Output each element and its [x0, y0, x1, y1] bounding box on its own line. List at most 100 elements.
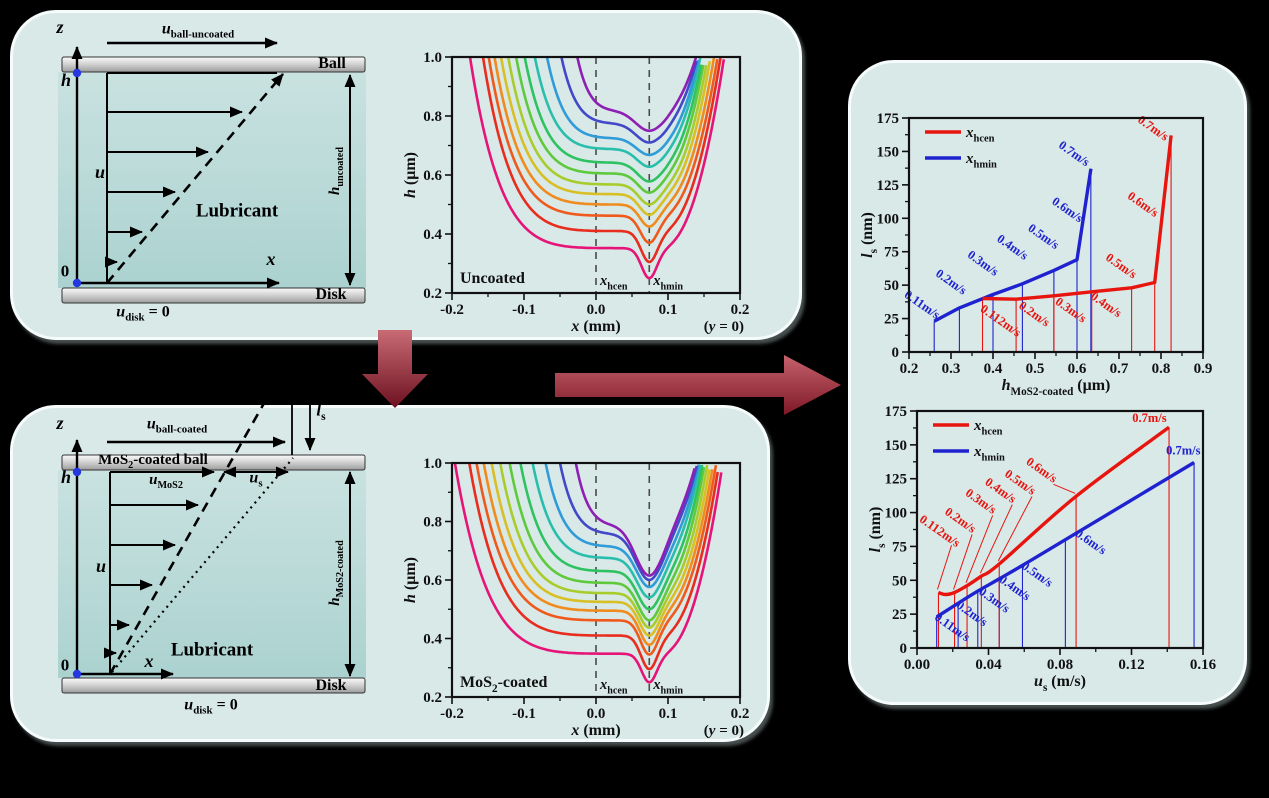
svg-text:0.5m/s: 0.5m/s — [1026, 221, 1062, 252]
svg-text:0.04: 0.04 — [975, 657, 1002, 673]
svg-text:75: 75 — [892, 539, 907, 555]
svg-text:(y = 0): (y = 0) — [704, 723, 744, 739]
svg-text:0.4: 0.4 — [984, 361, 1003, 377]
svg-text:0.7m/s: 0.7m/s — [1056, 138, 1092, 169]
svg-text:0.5m/s: 0.5m/s — [1103, 250, 1139, 281]
svg-text:0.5: 0.5 — [1026, 361, 1045, 377]
svg-text:100: 100 — [877, 211, 900, 227]
chart-film-profile-coated: -0.2 -0.1 0.0 0.1 0.2 0.2 0.4 0.6 0.8 1.0 x (mm) h … — [402, 456, 750, 739]
ball-label: Ball — [318, 55, 346, 72]
disk-label: Disk — [315, 677, 347, 694]
svg-text:75: 75 — [884, 245, 899, 261]
svg-text:0.7m/s: 0.7m/s — [1132, 411, 1167, 425]
svg-text:0.2m/s: 0.2m/s — [933, 266, 969, 297]
h-mos2-coated-label: hMoS2-coated — [326, 540, 346, 606]
svg-text:1.0: 1.0 — [423, 50, 442, 66]
u-ball-coated-label: uball-coated — [146, 415, 208, 436]
origin-label: 0 — [60, 261, 70, 281]
disk-bar — [61, 287, 366, 304]
extrapolated-profile-dotted — [111, 457, 294, 673]
svg-text:0.00: 0.00 — [904, 657, 930, 673]
svg-text:0.2: 0.2 — [423, 286, 442, 302]
svg-text:0.4: 0.4 — [423, 632, 442, 648]
svg-text:150: 150 — [877, 144, 900, 160]
svg-text:175: 175 — [877, 111, 900, 127]
svg-text:x (mm): x (mm) — [570, 318, 620, 335]
svg-text:-0.2: -0.2 — [440, 706, 464, 722]
svg-text:0.6m/s: 0.6m/s — [1073, 526, 1109, 557]
svg-text:0.0: 0.0 — [587, 302, 606, 318]
slip-length-label: ls — [316, 400, 326, 423]
svg-text:us (m/s): us (m/s) — [1034, 673, 1086, 694]
u-disk-label: udisk = 0 — [184, 696, 238, 717]
z-axis-label: z — [56, 413, 64, 433]
svg-text:0.16: 0.16 — [1190, 657, 1217, 673]
schematic-uncoated — [58, 37, 366, 304]
x-axis-label: x — [266, 249, 276, 269]
svg-text:xhmin: xhmin — [652, 273, 683, 292]
svg-text:0.3m/s: 0.3m/s — [1053, 294, 1089, 325]
svg-text:50: 50 — [884, 278, 899, 294]
svg-text:0.2: 0.2 — [731, 302, 750, 318]
svg-text:0.3m/s: 0.3m/s — [965, 248, 1001, 279]
svg-text:xhmin: xhmin — [973, 444, 1005, 464]
svg-text:0.6: 0.6 — [1068, 361, 1087, 377]
u-disk-label: udisk = 0 — [116, 303, 170, 324]
svg-text:0.8: 0.8 — [1152, 361, 1171, 377]
svg-text:xhcen: xhcen — [599, 677, 628, 696]
svg-text:0.4: 0.4 — [423, 227, 442, 243]
svg-text:x (mm): x (mm) — [570, 722, 620, 739]
svg-text:0: 0 — [892, 345, 900, 361]
h-uncoated-label: huncoated — [326, 147, 346, 195]
mos2-coated-ball-label: MoS2-coated ball — [98, 451, 208, 471]
u-profile-label: u — [95, 556, 107, 576]
svg-text:h (μm): h (μm) — [402, 557, 419, 603]
svg-text:0.1: 0.1 — [659, 302, 678, 318]
svg-text:ls (nm): ls (nm) — [859, 212, 880, 258]
flow-arrow-right — [555, 355, 841, 415]
svg-text:100: 100 — [885, 506, 908, 522]
svg-text:0.8: 0.8 — [423, 515, 442, 531]
lubricant-label: Lubricant — [170, 639, 254, 661]
svg-text:50: 50 — [892, 573, 907, 589]
origin-dot — [72, 669, 82, 679]
u-profile-label: u — [94, 162, 106, 182]
velocity-profile-dashed — [106, 73, 284, 284]
svg-text:0.6m/s: 0.6m/s — [1049, 194, 1085, 225]
svg-text:175: 175 — [885, 404, 908, 420]
svg-text:0.8: 0.8 — [423, 109, 442, 125]
svg-text:-0.2: -0.2 — [440, 302, 464, 318]
svg-text:0.6m/s: 0.6m/s — [1125, 189, 1161, 220]
chart-film-profile-uncoated: -0.2 -0.1 0.0 0.1 0.2 0.2 0.4 0.6 0.8 1.0 x (mm) h … — [402, 50, 750, 335]
svg-text:xhcen: xhcen — [599, 273, 628, 292]
z-axis-label: z — [56, 17, 64, 37]
svg-text:0.08: 0.08 — [1047, 657, 1073, 673]
lubricant-region — [58, 72, 366, 288]
svg-text:0.2: 0.2 — [423, 690, 442, 706]
disk-bar — [61, 677, 366, 694]
svg-text:hMoS2-coated (μm): hMoS2-coated (μm) — [1002, 377, 1111, 398]
down-arrow-icon — [362, 330, 428, 408]
lubricant-label: Lubricant — [195, 200, 279, 222]
svg-text:-0.1: -0.1 — [512, 302, 536, 318]
svg-text:xhmin: xhmin — [652, 677, 683, 696]
svg-text:0.2m/s: 0.2m/s — [1016, 298, 1052, 329]
svg-text:0.12: 0.12 — [1118, 657, 1144, 673]
origin-dot — [72, 278, 82, 288]
svg-text:0.2: 0.2 — [731, 706, 750, 722]
chart-slip-length-vs-velocity: 0.11m/s0.2m/s0.3m/s0.4m/s0.5m/s0.6m/s0.7… — [867, 404, 1217, 694]
svg-text:0.6: 0.6 — [423, 573, 442, 589]
h-point-dot — [72, 467, 82, 477]
svg-text:1.0: 1.0 — [423, 456, 442, 472]
svg-text:0.4m/s: 0.4m/s — [1088, 289, 1124, 320]
svg-text:xhcen: xhcen — [965, 125, 995, 145]
svg-text:0.2: 0.2 — [900, 361, 919, 377]
origin-label: 0 — [60, 655, 70, 675]
flow-arrow-down — [362, 330, 428, 408]
h-point-label: h — [60, 467, 72, 487]
svg-text:0.3: 0.3 — [942, 361, 961, 377]
svg-text:-0.1: -0.1 — [512, 706, 536, 722]
h-point-dot — [72, 68, 82, 78]
svg-text:MoS2-coated: MoS2-coated — [460, 674, 547, 695]
